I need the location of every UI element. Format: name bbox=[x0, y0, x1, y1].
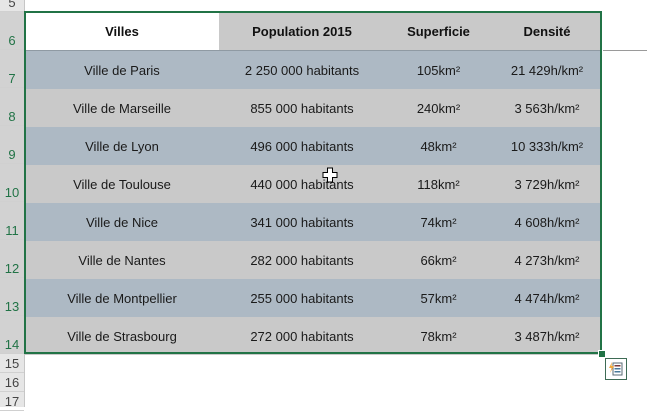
cell-densite[interactable]: 3 729h/km² bbox=[492, 165, 602, 203]
cell-superficie[interactable]: 78km² bbox=[385, 317, 492, 355]
cell-ville[interactable]: Ville de Montpellier bbox=[25, 279, 219, 317]
cell-ville[interactable]: Ville de Paris bbox=[25, 51, 219, 89]
row-header-9[interactable]: 9 bbox=[0, 126, 24, 164]
row-header-12[interactable]: 12 bbox=[0, 240, 24, 278]
cell-population[interactable]: 440 000 habitants bbox=[219, 165, 385, 203]
header-villes[interactable]: Villes bbox=[25, 12, 219, 50]
table-row: Ville de Toulouse 440 000 habitants 118k… bbox=[25, 165, 602, 203]
row-header-11[interactable]: 11 bbox=[0, 202, 24, 240]
row-header-7[interactable]: 7 bbox=[0, 50, 24, 88]
cell-superficie[interactable]: 66km² bbox=[385, 241, 492, 279]
cell-superficie[interactable]: 74km² bbox=[385, 203, 492, 241]
cell-ville[interactable]: Ville de Marseille bbox=[25, 89, 219, 127]
cell-densite[interactable]: 10 333h/km² bbox=[492, 127, 602, 165]
cell-population[interactable]: 855 000 habitants bbox=[219, 89, 385, 127]
table-row: Ville de Nantes 282 000 habitants 66km² … bbox=[25, 241, 602, 279]
cell-population[interactable]: 255 000 habitants bbox=[219, 279, 385, 317]
cell-superficie[interactable]: 48km² bbox=[385, 127, 492, 165]
row-header-13[interactable]: 13 bbox=[0, 278, 24, 316]
header-densite[interactable]: Densité bbox=[492, 12, 602, 50]
cell-densite[interactable]: 21 429h/km² bbox=[492, 51, 602, 89]
cell-ville[interactable]: Ville de Nantes bbox=[25, 241, 219, 279]
quick-analysis-button[interactable] bbox=[605, 358, 627, 380]
cell-superficie[interactable]: 240km² bbox=[385, 89, 492, 127]
cell-ville[interactable]: Ville de Toulouse bbox=[25, 165, 219, 203]
cell-ville[interactable]: Ville de Nice bbox=[25, 203, 219, 241]
cell-population[interactable]: 282 000 habitants bbox=[219, 241, 385, 279]
row-header-17[interactable]: 17 bbox=[0, 392, 24, 411]
row-header-10[interactable]: 10 bbox=[0, 164, 24, 202]
table-header-row: Villes Population 2015 Superficie Densit… bbox=[25, 12, 602, 51]
row-header-14[interactable]: 14 bbox=[0, 316, 24, 354]
cell-population[interactable]: 496 000 habitants bbox=[219, 127, 385, 165]
table-row: Ville de Paris 2 250 000 habitants 105km… bbox=[25, 51, 602, 89]
cell-population[interactable]: 341 000 habitants bbox=[219, 203, 385, 241]
cell-densite[interactable]: 4 474h/km² bbox=[492, 279, 602, 317]
row-header-8[interactable]: 8 bbox=[0, 88, 24, 126]
cell-densite[interactable]: 4 273h/km² bbox=[492, 241, 602, 279]
header-population[interactable]: Population 2015 bbox=[219, 12, 385, 50]
row-header-16[interactable]: 16 bbox=[0, 373, 24, 392]
cell-superficie[interactable]: 57km² bbox=[385, 279, 492, 317]
table-row: Ville de Montpellier 255 000 habitants 5… bbox=[25, 279, 602, 317]
table-row: Ville de Lyon 496 000 habitants 48km² 10… bbox=[25, 127, 602, 165]
cell-superficie[interactable]: 105km² bbox=[385, 51, 492, 89]
table-row: Ville de Marseille 855 000 habitants 240… bbox=[25, 89, 602, 127]
header-superficie[interactable]: Superficie bbox=[385, 12, 492, 50]
row-header-6[interactable]: 6 bbox=[0, 12, 24, 50]
cell-densite[interactable]: 3 487h/km² bbox=[492, 317, 602, 355]
table-row: Ville de Nice 341 000 habitants 74km² 4 … bbox=[25, 203, 602, 241]
table-row: Ville de Strasbourg 272 000 habitants 78… bbox=[25, 317, 602, 355]
cell-superficie[interactable]: 118km² bbox=[385, 165, 492, 203]
quick-analysis-icon bbox=[609, 362, 623, 376]
cell-population[interactable]: 2 250 000 habitants bbox=[219, 51, 385, 89]
row-header-5[interactable]: 5 bbox=[0, 0, 24, 12]
cell-ville[interactable]: Ville de Strasbourg bbox=[25, 317, 219, 355]
row-headers: 5 6 7 8 9 10 11 12 13 14 15 16 17 bbox=[0, 0, 25, 411]
row-header-15[interactable]: 15 bbox=[0, 354, 24, 373]
cell-population[interactable]: 272 000 habitants bbox=[219, 317, 385, 355]
city-table: Villes Population 2015 Superficie Densit… bbox=[25, 12, 602, 355]
cell-select-cross-cursor-icon bbox=[322, 167, 338, 183]
fill-handle[interactable] bbox=[598, 350, 606, 358]
cell-densite[interactable]: 3 563h/km² bbox=[492, 89, 602, 127]
gridline bbox=[603, 50, 647, 51]
cell-ville[interactable]: Ville de Lyon bbox=[25, 127, 219, 165]
cell-densite[interactable]: 4 608h/km² bbox=[492, 203, 602, 241]
